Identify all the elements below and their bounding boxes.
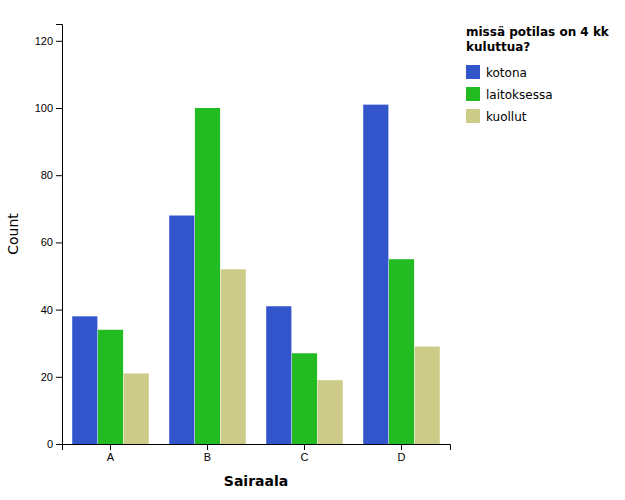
legend-item: kuollut xyxy=(466,109,527,124)
y-tick: 100 xyxy=(35,102,62,114)
chart-root: A B C D 0 20 40 60 80 100 120 Sairaala Count missä po… xyxy=(0,0,625,500)
legend-title: missä potilas on 4 kkkuluttua? xyxy=(466,25,610,54)
x-tick: B xyxy=(204,444,211,463)
legend-item: kotona xyxy=(466,65,527,80)
bar xyxy=(415,347,440,444)
legend-label: kotona xyxy=(486,66,527,80)
bar xyxy=(363,105,388,444)
bar xyxy=(195,108,220,444)
legend-label: kuollut xyxy=(486,110,527,124)
bar xyxy=(72,316,97,444)
y-tick-mark xyxy=(56,377,62,378)
y-tick-mark xyxy=(56,108,62,109)
x-tick-label: B xyxy=(204,451,211,463)
y-tick-mark xyxy=(56,175,62,176)
y-tick-label: 0 xyxy=(47,438,53,450)
plot-area: A B C D 0 20 40 60 80 100 120 xyxy=(35,25,451,463)
legend-swatch xyxy=(466,87,480,101)
bar xyxy=(98,330,123,444)
y-tick-mark xyxy=(56,41,62,42)
y-tick: 20 xyxy=(41,371,62,383)
bar xyxy=(389,259,414,444)
x-tick-label: D xyxy=(398,451,406,463)
y-tick: 0 xyxy=(47,438,62,450)
x-tick-mark xyxy=(401,444,402,450)
y-axis-title: Count xyxy=(5,213,21,255)
x-tick: A xyxy=(107,444,115,463)
bar xyxy=(266,306,291,444)
legend-swatch xyxy=(466,65,480,79)
x-axis-title: Sairaala xyxy=(224,473,288,489)
legend-title-line: kuluttua? xyxy=(466,40,530,54)
bar xyxy=(318,380,343,444)
y-tick-mark xyxy=(56,242,62,243)
bar xyxy=(169,216,194,444)
bar-series xyxy=(98,108,414,444)
x-axis: A B C D xyxy=(63,444,451,463)
y-tick-label: 20 xyxy=(41,371,53,383)
bars xyxy=(72,105,440,444)
x-tick-mark xyxy=(304,444,305,450)
x-tick-mark xyxy=(110,444,111,450)
y-tick-label: 40 xyxy=(41,304,53,316)
legend-label: laitoksessa xyxy=(486,88,553,102)
legend: missä potilas on 4 kkkuluttua? kotona lait… xyxy=(466,25,610,124)
bar xyxy=(221,269,246,444)
bar-series xyxy=(72,105,388,444)
y-tick: 120 xyxy=(35,35,62,47)
x-tick-mark xyxy=(207,444,208,450)
y-tick-label: 80 xyxy=(41,169,53,181)
legend-item: laitoksessa xyxy=(466,87,553,102)
x-tick-label: A xyxy=(107,451,115,463)
y-tick-label: 60 xyxy=(41,236,53,248)
bar-series xyxy=(124,269,440,444)
x-tick: D xyxy=(398,444,406,463)
x-axis-line xyxy=(63,445,451,451)
y-tick: 80 xyxy=(41,169,62,181)
y-tick-mark xyxy=(56,310,62,311)
x-tick-label: C xyxy=(301,451,309,463)
bar xyxy=(124,373,149,444)
y-tick-mark xyxy=(56,444,62,445)
bar xyxy=(292,353,317,444)
y-tick: 40 xyxy=(41,304,62,316)
x-tick: C xyxy=(301,444,309,463)
y-tick-label: 120 xyxy=(35,35,53,47)
y-tick-label: 100 xyxy=(35,102,53,114)
legend-title-line: missä potilas on 4 kk xyxy=(466,25,610,39)
y-axis-line xyxy=(56,25,63,445)
y-axis: 0 20 40 60 80 100 120 xyxy=(35,25,63,451)
legend-swatch xyxy=(466,109,480,123)
y-tick: 60 xyxy=(41,236,62,248)
